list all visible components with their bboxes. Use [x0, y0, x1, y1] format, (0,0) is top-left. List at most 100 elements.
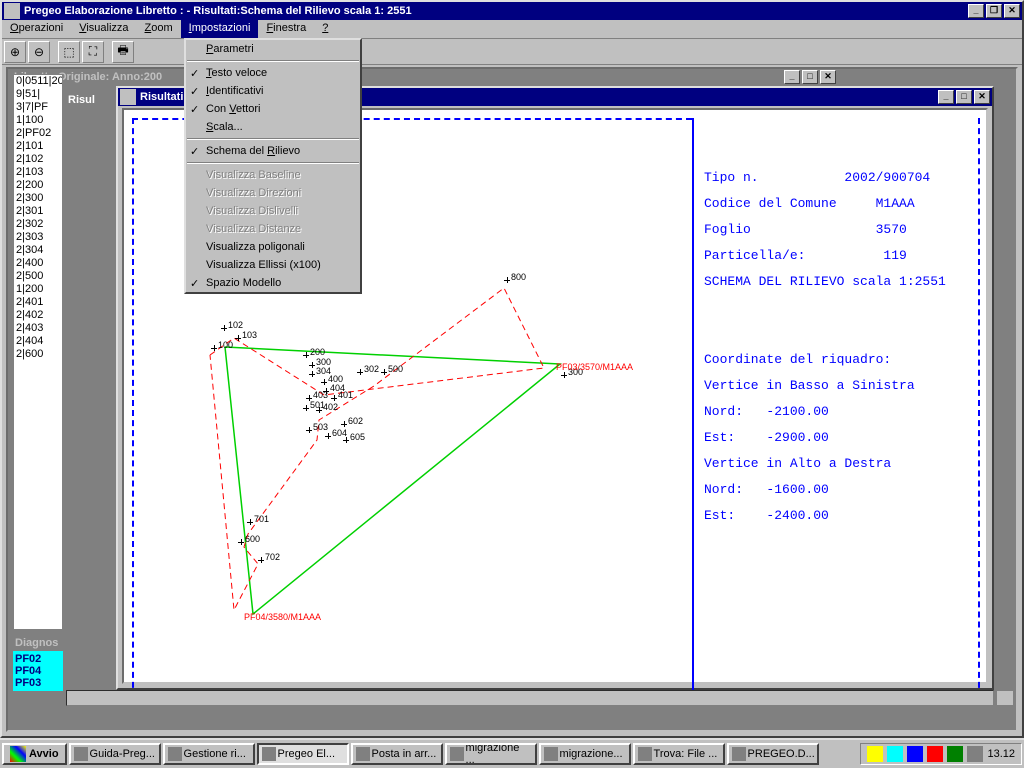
tray-icon-5[interactable]: [947, 746, 963, 762]
menuitem-visualizza-poligonali[interactable]: Visualizza poligonali: [186, 238, 360, 256]
horizontal-scrollbar[interactable]: [66, 690, 994, 706]
task-button[interactable]: Posta in arr...: [351, 743, 443, 765]
survey-point: [357, 369, 363, 375]
close-button[interactable]: ✕: [1004, 4, 1020, 18]
tray-icon-4[interactable]: [927, 746, 943, 762]
data-row: 2|101: [14, 140, 62, 153]
start-label: Avvio: [29, 748, 59, 760]
data-row: 2|403: [14, 322, 62, 335]
task-button[interactable]: Pregeo El...: [257, 743, 349, 765]
res-max-button[interactable]: □: [956, 90, 972, 104]
point-label: 500: [388, 364, 403, 374]
data-row: 2|401: [14, 296, 62, 309]
menuitem-schema-del-rilievo[interactable]: ✓Schema del Rilievo: [186, 142, 360, 160]
survey-point: [341, 421, 347, 427]
survey-point: [561, 372, 567, 378]
menuitem-identificativi[interactable]: ✓Identificativi: [186, 82, 360, 100]
menu-?[interactable]: ?: [314, 20, 336, 38]
mdi-area: Libretto Originale: Anno:200 _ □ ✕ 0|051…: [6, 67, 1018, 732]
plot-frame-far: [978, 118, 980, 698]
point-label: 100: [218, 340, 233, 350]
data-row: 2|103: [14, 166, 62, 179]
impostazioni-menu: Parametri ✓Testo veloce✓Identificativi✓Co…: [184, 38, 362, 294]
pf-label: PF03/3570/M1AAA: [556, 362, 633, 372]
diagnos-line: PF04: [15, 665, 61, 677]
point-label: 702: [265, 552, 280, 562]
menu-impostazioni[interactable]: Impostazioni: [181, 20, 259, 38]
menuitem-visualizza-ellissi-x-[interactable]: Visualizza Ellissi (x100): [186, 256, 360, 274]
tray-icon-6[interactable]: [967, 746, 983, 762]
tray-icon-2[interactable]: [887, 746, 903, 762]
task-button[interactable]: Gestione ri...: [163, 743, 255, 765]
survey-point: [235, 335, 241, 341]
task-button[interactable]: migrazione...: [539, 743, 631, 765]
main-window: Pregeo Elaborazione Libretto : - Risulta…: [0, 0, 1024, 738]
start-button[interactable]: Avvio: [2, 743, 67, 765]
print-button[interactable]: 🖶: [112, 41, 134, 63]
data-row: 2|303: [14, 231, 62, 244]
data-row: 2|302: [14, 218, 62, 231]
task-button[interactable]: migrazione ...: [445, 743, 537, 765]
data-row: 2|404: [14, 335, 62, 348]
system-tray: 13.12: [860, 743, 1022, 765]
menubar: OperazioniVisualizzaZoomImpostazioniFine…: [2, 20, 1022, 39]
menu-zoom[interactable]: Zoom: [137, 20, 181, 38]
survey-point: [238, 539, 244, 545]
res-close-button[interactable]: ✕: [974, 90, 990, 104]
point-label: 402: [323, 402, 338, 412]
data-row: 2|102: [14, 153, 62, 166]
survey-point: [309, 362, 315, 368]
data-row: 2|200: [14, 179, 62, 192]
task-button[interactable]: PREGEO.D...: [727, 743, 819, 765]
lib-min-button[interactable]: _: [784, 70, 800, 84]
menuitem-visualizza-distanze: Visualizza Distanze: [186, 220, 360, 238]
point-label: 602: [348, 416, 363, 426]
menuitem-visualizza-direzioni: Visualizza Direzioni: [186, 184, 360, 202]
zoom-in-button[interactable]: ⊕: [4, 41, 26, 63]
task-button[interactable]: Guida-Preg...: [69, 743, 161, 765]
menuitem-spazio-modello[interactable]: ✓Spazio Modello: [186, 274, 360, 292]
survey-point: [258, 557, 264, 563]
survey-point: [247, 519, 253, 525]
data-list: 0|0511|2002|909|51|3|7|PF1|1002|PF022|10…: [13, 74, 63, 630]
menuitem-scala-[interactable]: Scala...: [186, 118, 360, 136]
diagnos-line: PF02: [15, 653, 61, 665]
toolbar: ⊕ ⊖ ⬚ ⛶ 🖶: [2, 39, 1022, 65]
zoom-out-button[interactable]: ⊖: [28, 41, 50, 63]
lib-max-button[interactable]: □: [802, 70, 818, 84]
data-row: 0|0511|2002|90: [14, 75, 62, 88]
survey-point: [331, 395, 337, 401]
menuitem-visualizza-baseline: Visualizza Baseline: [186, 166, 360, 184]
maximize-button[interactable]: ❐: [986, 4, 1002, 18]
survey-point: [303, 405, 309, 411]
survey-point: [309, 371, 315, 377]
menu-finestra[interactable]: Finestra: [258, 20, 314, 38]
data-row: 2|PF02: [14, 127, 62, 140]
point-label: 800: [511, 272, 526, 282]
data-row: 3|7|PF: [14, 101, 62, 114]
zoom-window-button[interactable]: ⬚: [58, 41, 80, 63]
zoom-fit-button[interactable]: ⛶: [82, 41, 104, 63]
diagnos-body: PF02PF04PF03: [13, 651, 63, 691]
info-panel: Tipo n. 2002/900704 Codice del Comune M1…: [704, 165, 946, 529]
tray-icon-1[interactable]: [867, 746, 883, 762]
menuitem-con-vettori[interactable]: ✓Con Vettori: [186, 100, 360, 118]
tray-icon-3[interactable]: [907, 746, 923, 762]
minimize-button[interactable]: _: [968, 4, 984, 18]
task-button[interactable]: Trova: File ...: [633, 743, 725, 765]
res-min-button[interactable]: _: [938, 90, 954, 104]
point-label: 403: [313, 390, 328, 400]
app-icon: [4, 3, 20, 19]
point-label: 605: [350, 432, 365, 442]
lib-close-button[interactable]: ✕: [820, 70, 836, 84]
menu-operazioni[interactable]: Operazioni: [2, 20, 71, 38]
risul-mini-title: Risul: [68, 94, 95, 106]
data-row: 2|304: [14, 244, 62, 257]
menuitem-testo-veloce[interactable]: ✓Testo veloce: [186, 64, 360, 82]
menu-visualizza[interactable]: Visualizza: [71, 20, 136, 38]
point-label: 200: [310, 347, 325, 357]
data-row: 1|200: [14, 283, 62, 296]
menuitem-parametri[interactable]: Parametri: [186, 40, 360, 58]
survey-point: [303, 352, 309, 358]
taskbar: Avvio Guida-Preg...Gestione ri...Pregeo …: [0, 738, 1024, 768]
